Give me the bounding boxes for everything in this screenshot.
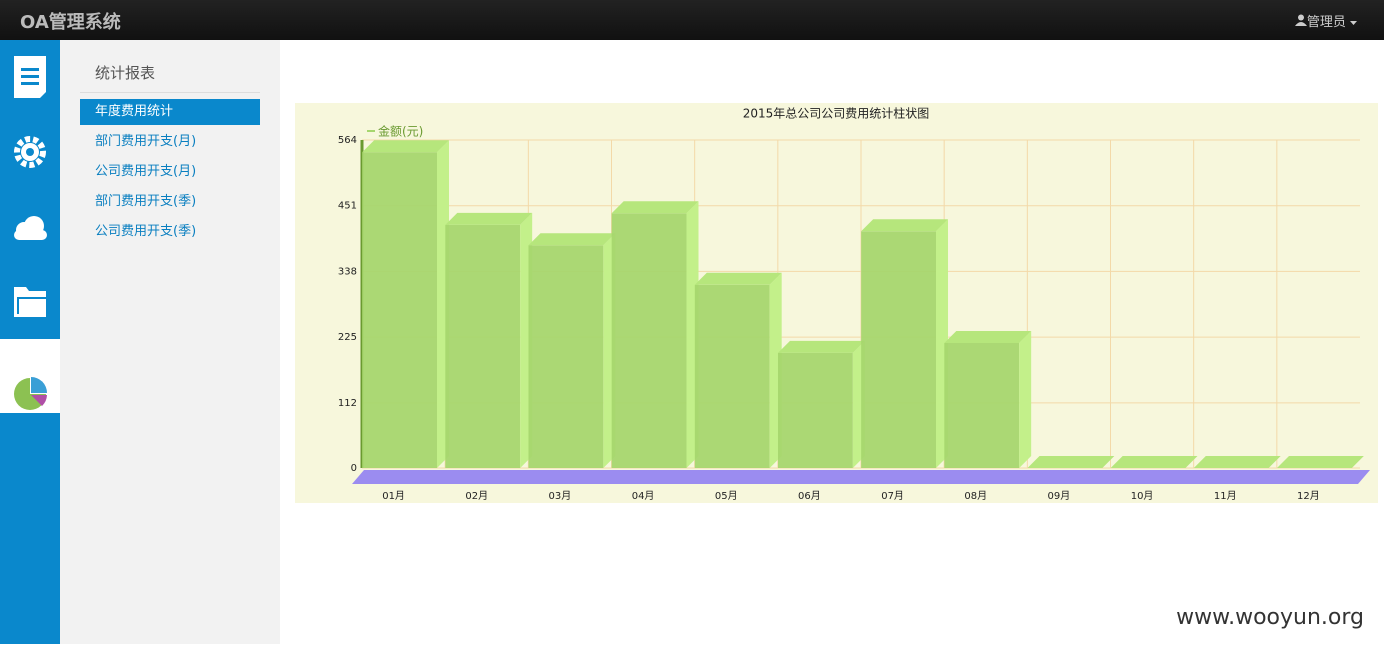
bar-top	[1193, 456, 1281, 468]
divider	[80, 92, 260, 93]
user-icon	[1294, 14, 1307, 26]
menu-item[interactable]: 部门费用开支(季)	[95, 194, 197, 209]
pie-icon	[14, 377, 47, 410]
bar	[528, 245, 604, 468]
bar-top	[944, 330, 1032, 343]
menu-item[interactable]: 部门费用开支(月)	[95, 134, 197, 149]
x-tick-label: 01月	[382, 490, 405, 502]
chart: 2015年总公司公司费用统计柱状图 0 112 225 338 451 564 金额(元) 0…	[295, 103, 1378, 503]
bar-top	[362, 140, 450, 153]
bar	[611, 213, 687, 468]
sidebar-title: 统计报表	[95, 64, 156, 82]
user-name: 管理员	[1306, 15, 1346, 30]
legend-label: 金额(元)	[378, 124, 423, 139]
y-tick-label: 0	[351, 463, 357, 474]
cloud-icon[interactable]	[14, 216, 47, 240]
x-tick-label: 10月	[1131, 490, 1154, 502]
bar	[861, 231, 937, 468]
x-tick-label: 11月	[1214, 490, 1237, 502]
x-tick-label: 05月	[715, 490, 738, 502]
bar-top	[1276, 456, 1364, 468]
bar-top	[445, 212, 533, 225]
bar	[944, 342, 1020, 468]
menu-item[interactable]: 公司费用开支(季)	[95, 224, 197, 239]
x-tick-label: 04月	[632, 490, 655, 502]
bar-top	[861, 219, 949, 232]
chart-title: 2015年总公司公司费用统计柱状图	[743, 106, 930, 121]
doc-icon[interactable]	[14, 56, 46, 98]
menu-item[interactable]: 年度费用统计	[80, 99, 260, 125]
folder-icon[interactable]	[14, 287, 46, 317]
x-tick-label: 09月	[1048, 490, 1071, 502]
sidebar: 统计报表 年度费用统计 部门费用开支(月) 公司费用开支(月) 部门费用开支(季…	[60, 40, 280, 644]
bar	[362, 152, 438, 468]
y-tick-label: 451	[338, 201, 357, 212]
x-tick-label: 08月	[964, 490, 987, 502]
bar	[445, 224, 521, 468]
y-tick-label: 225	[338, 332, 357, 343]
x-tick-label: 03月	[549, 490, 572, 502]
bar-top	[1110, 456, 1198, 468]
bar-side	[1019, 330, 1032, 468]
bar-top	[1027, 456, 1115, 468]
bar	[694, 284, 770, 468]
x-tick-label: 02月	[465, 490, 488, 502]
brand[interactable]: OA管理系统	[20, 12, 121, 33]
user-menu[interactable]: 管理员	[1294, 11, 1358, 30]
x-tick-label: 07月	[881, 490, 904, 502]
y-tick-label: 338	[338, 266, 357, 277]
watermark: www.wooyun.org	[1176, 605, 1364, 630]
bar-top	[611, 201, 699, 214]
x-tick-label: 06月	[798, 490, 821, 502]
y-tick-label: 112	[338, 398, 357, 409]
menu-item[interactable]: 公司费用开支(月)	[95, 164, 197, 179]
y-tick-label: 564	[338, 135, 357, 146]
x-tick-label: 12月	[1297, 490, 1320, 502]
floor	[352, 470, 1370, 484]
icon-set	[0, 56, 60, 413]
gear-icon[interactable]	[14, 136, 46, 168]
bar-top	[694, 272, 782, 285]
top-bar: OA管理系统 管理员	[0, 0, 1384, 40]
icon-bar	[0, 40, 60, 644]
bar-top	[777, 340, 865, 353]
bar	[777, 352, 853, 468]
caret	[1350, 21, 1357, 25]
bar-top	[528, 233, 616, 246]
